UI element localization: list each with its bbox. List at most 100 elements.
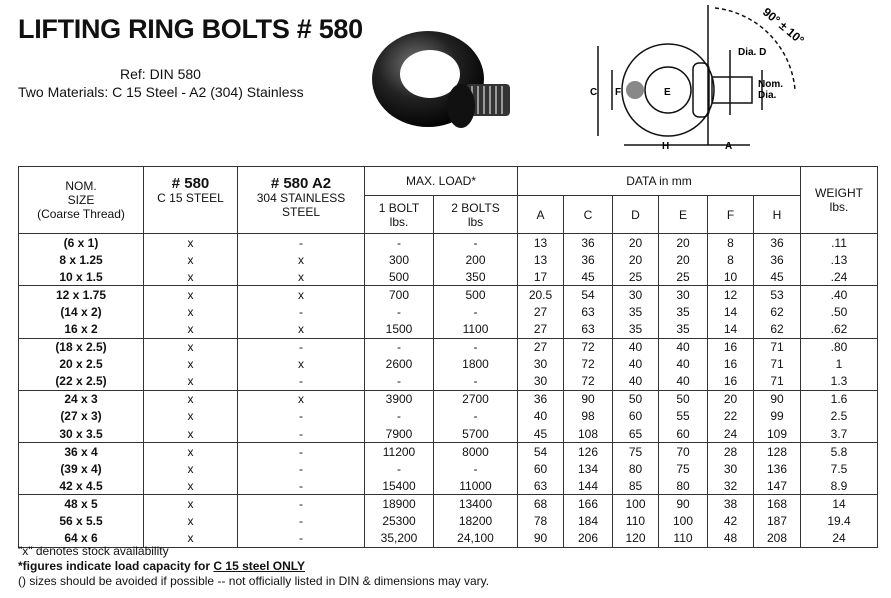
table-cell: 24 xyxy=(800,529,878,548)
label-e: E xyxy=(664,87,671,98)
note-avoid: () sizes should be avoided if possible -… xyxy=(18,574,490,588)
header-line: lbs. xyxy=(389,214,409,229)
table-cell: 200 xyxy=(433,251,518,269)
table-cell: 8.9 xyxy=(800,477,878,495)
table-cell: 128 xyxy=(753,442,801,461)
table-cell: 30 xyxy=(517,355,564,373)
table-row: 20 x 2.5 x x 2600 1800 30 72 40 40 16 71 1 xyxy=(18,355,878,373)
table-cell: 70 xyxy=(658,442,708,461)
table-row: 10 x 1.5 x x 500 350 17 45 25 25 10 45.24 xyxy=(18,268,878,286)
table-cell: 65 xyxy=(612,425,659,443)
table-cell: 72 xyxy=(563,372,613,391)
table-cell: 45 xyxy=(753,268,801,286)
table-row: 36 x 4 x -11200 8000 54 126 75 70 28 128 5.8 xyxy=(18,442,878,461)
table-cell: x xyxy=(143,512,238,530)
note-load: *figures indicate load capacity for C 15… xyxy=(18,559,489,574)
table-cell: 25300 xyxy=(364,512,434,530)
table-row: 48 x 5 x -18900 13400 68 166 100 90 38 168 14 xyxy=(18,494,878,513)
table-cell: .13 xyxy=(800,251,878,269)
table-cell: 62 xyxy=(753,303,801,321)
table-cell: 62 xyxy=(753,320,801,339)
table-cell: 10 xyxy=(707,268,754,286)
table-cell: 14 xyxy=(707,303,754,321)
table-cell: 55 xyxy=(658,407,708,426)
table-cell: - xyxy=(237,233,365,252)
table-cell: 53 xyxy=(753,285,801,304)
table-cell: 1 xyxy=(800,355,878,373)
table-cell: 30 xyxy=(612,285,659,304)
table-cell: 126 xyxy=(563,442,613,461)
table-cell: 68 xyxy=(517,494,564,513)
table-cell: 63 xyxy=(563,303,613,321)
table-cell: 500 xyxy=(364,268,434,286)
table-cell: 50 xyxy=(612,389,659,408)
table-cell: - xyxy=(364,303,434,321)
table-cell: 300 xyxy=(364,251,434,269)
table-cell: 36 xyxy=(517,389,564,408)
table-cell: - xyxy=(433,372,518,391)
specifications-table: NOM. SIZE (Coarse Thread) # 580 C 15 STE… xyxy=(18,166,878,548)
table-cell: 12 xyxy=(707,285,754,304)
table-cell: x xyxy=(143,425,238,443)
table-cell: 98 xyxy=(563,407,613,426)
table-cell: 20 xyxy=(612,251,659,269)
header-a2-title: # 580 A2 xyxy=(270,175,332,192)
table-cell: 60 xyxy=(612,407,659,426)
table-cell: 71 xyxy=(753,337,801,356)
cell-size: 8 x 1.25 xyxy=(18,251,144,269)
table-cell: 13400 xyxy=(433,494,518,513)
label-nom: Nom. xyxy=(758,79,783,90)
header-data-mm: DATA in mm xyxy=(517,166,801,196)
table-cell: .80 xyxy=(800,337,878,356)
table-cell: 8 xyxy=(707,251,754,269)
table-cell: 5.8 xyxy=(800,442,878,461)
table-row: (39 x 4) x - - -60 134 80 75 30 136 7.5 xyxy=(18,460,878,478)
table-cell: 187 xyxy=(753,512,801,530)
table-cell: 90 xyxy=(563,389,613,408)
label-angle: 90° ± 10° xyxy=(760,5,807,48)
table-cell: 100 xyxy=(658,512,708,530)
table-cell: - xyxy=(237,477,365,495)
table-cell: 166 xyxy=(563,494,613,513)
table-cell: 35 xyxy=(612,303,659,321)
table-cell: 20 xyxy=(707,389,754,408)
table-cell: - xyxy=(364,372,434,391)
table-cell: x xyxy=(143,372,238,391)
table-cell: 90 xyxy=(753,389,801,408)
table-cell: 20 xyxy=(612,233,659,252)
table-cell: x xyxy=(143,320,238,339)
table-cell: - xyxy=(237,425,365,443)
table-cell: 36 xyxy=(753,251,801,269)
table-cell: 1800 xyxy=(433,355,518,373)
table-cell: 40 xyxy=(612,372,659,391)
table-cell: 71 xyxy=(753,372,801,391)
table-cell: 500 xyxy=(433,285,518,304)
cell-size: (27 x 3) xyxy=(18,407,144,426)
table-cell: 54 xyxy=(563,285,613,304)
table-cell: 75 xyxy=(612,442,659,461)
table-cell: 8000 xyxy=(433,442,518,461)
table-cell: 1500 xyxy=(364,320,434,339)
table-cell: x xyxy=(237,355,365,373)
table-cell: 18200 xyxy=(433,512,518,530)
table-cell: - xyxy=(364,460,434,478)
table-cell: 38 xyxy=(707,494,754,513)
table-cell: 27 xyxy=(517,320,564,339)
cell-size: 64 x 6 xyxy=(18,529,144,548)
cell-size: 42 x 4.5 xyxy=(18,477,144,495)
header-size: NOM. SIZE (Coarse Thread) xyxy=(18,166,144,234)
table-row: 42 x 4.5 x -15400 11000 63 144 85 80 32 147 8.9 xyxy=(18,477,878,495)
note-load-prefix: *figures indicate load capacity for xyxy=(18,559,214,573)
header-dim-e: E xyxy=(658,195,708,234)
table-cell: 14 xyxy=(800,494,878,513)
table-cell: .24 xyxy=(800,268,878,286)
table-cell: 11000 xyxy=(433,477,518,495)
cell-size: 48 x 5 xyxy=(18,494,144,513)
header-dim-f: F xyxy=(707,195,754,234)
table-cell: 16 xyxy=(707,372,754,391)
table-row: (22 x 2.5) x - - -30 72 40 40 16 71 1.3 xyxy=(18,372,878,391)
header-dim-h: H xyxy=(753,195,801,234)
table-cell: 50 xyxy=(658,389,708,408)
header-dim-a: A xyxy=(517,195,564,234)
header-c15-sub: C 15 STEEL xyxy=(157,191,224,205)
